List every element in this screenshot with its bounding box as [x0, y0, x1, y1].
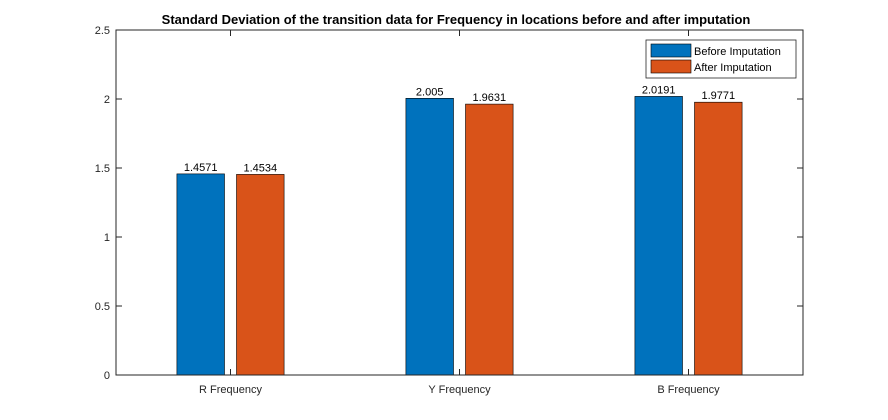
bar-before-2	[405, 98, 454, 376]
bar-after-2	[465, 103, 514, 376]
bar-value-label: 2.0191	[642, 84, 676, 96]
legend-label: Before Imputation	[694, 46, 781, 58]
y-tick-label: 0.5	[95, 301, 110, 313]
bar-value-label: 2.005	[416, 86, 444, 98]
legend-swatch-after	[650, 59, 692, 74]
y-tick-label: 1	[104, 232, 110, 244]
bar-after-3	[694, 101, 743, 376]
y-tick-label: 2	[104, 94, 110, 106]
bar-before-3	[634, 96, 683, 376]
chart-title: Standard Deviation of the transition dat…	[162, 12, 751, 27]
x-tick-label: Y Frequency	[428, 384, 491, 396]
bar-value-label: 1.9631	[472, 92, 506, 104]
y-tick-label: 1.5	[95, 163, 110, 175]
y-tick-label: 0	[104, 370, 110, 382]
y-axis-ticks: 0 0.5 1 1.5 2 2.5	[95, 25, 803, 382]
legend: Before Imputation After Imputation	[645, 39, 797, 79]
bar-labels-group: 1.4571 2.005 2.0191 1.4534 1.9631 1.9771	[184, 84, 735, 174]
bar-value-label: 1.9771	[701, 90, 735, 102]
x-tick-label: B Frequency	[657, 384, 720, 396]
bar-before-1	[176, 173, 225, 376]
bar-value-label: 1.4571	[184, 162, 218, 174]
bar-after-1	[236, 174, 285, 376]
bar-value-label: 1.4534	[243, 162, 277, 174]
x-axis-ticks: R Frequency Y Frequency B Frequency	[199, 30, 720, 396]
y-tick-label: 2.5	[95, 25, 110, 37]
legend-label: After Imputation	[694, 62, 772, 74]
plot-area	[116, 30, 803, 375]
x-tick-label: R Frequency	[199, 384, 262, 396]
legend-swatch-before	[650, 43, 692, 58]
bars-group	[176, 96, 743, 376]
